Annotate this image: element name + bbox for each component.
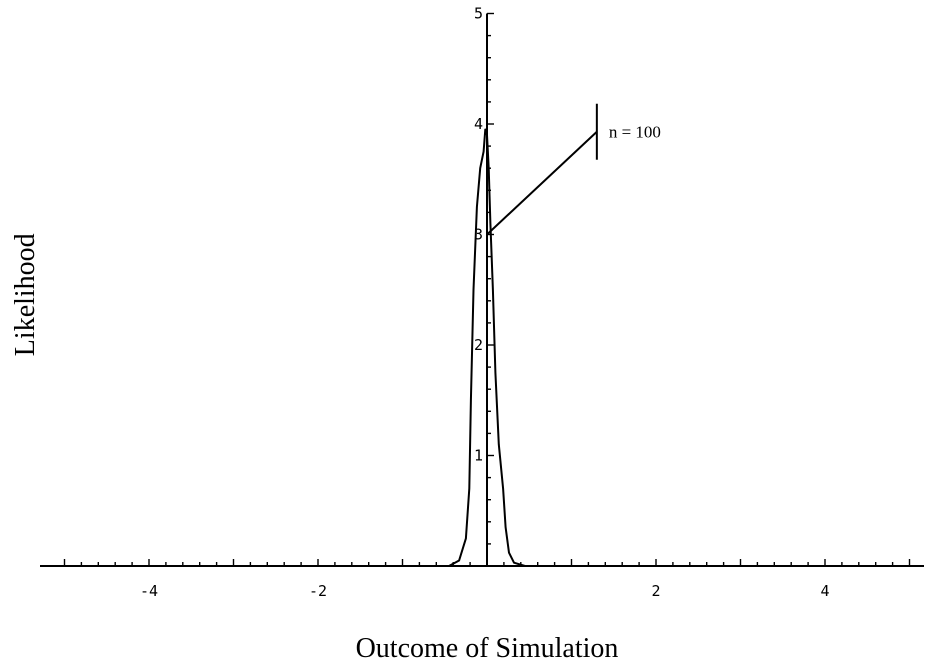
y-ticks <box>487 12 494 545</box>
x-tick-labels: -4 -2 2 4 <box>140 582 830 600</box>
y-tick-label: 2 <box>474 336 483 354</box>
annotation-leader-line <box>486 131 598 236</box>
y-tick-label: 1 <box>474 447 483 465</box>
x-tick-label: 2 <box>651 582 660 600</box>
x-ticks <box>63 559 911 566</box>
y-tick-label: 3 <box>474 226 483 244</box>
x-tick-label: -4 <box>140 582 158 600</box>
x-axis-title: Outcome of Simulation <box>356 633 619 664</box>
y-tick-labels: 1 2 3 4 5 <box>474 5 483 465</box>
series-group <box>432 128 542 567</box>
annotation-group: n = 100 <box>486 103 661 236</box>
annotation-label: n = 100 <box>609 123 661 142</box>
y-axis-title: Likelihood <box>10 233 41 356</box>
series-line <box>432 128 542 567</box>
plot-area: -4 -2 2 4 1 2 3 4 5 n = 100 <box>40 5 924 600</box>
x-tick-label: -2 <box>309 582 327 600</box>
x-tick-label: 4 <box>820 582 829 600</box>
y-tick-label: 4 <box>474 115 483 133</box>
y-tick-label: 5 <box>474 5 483 23</box>
